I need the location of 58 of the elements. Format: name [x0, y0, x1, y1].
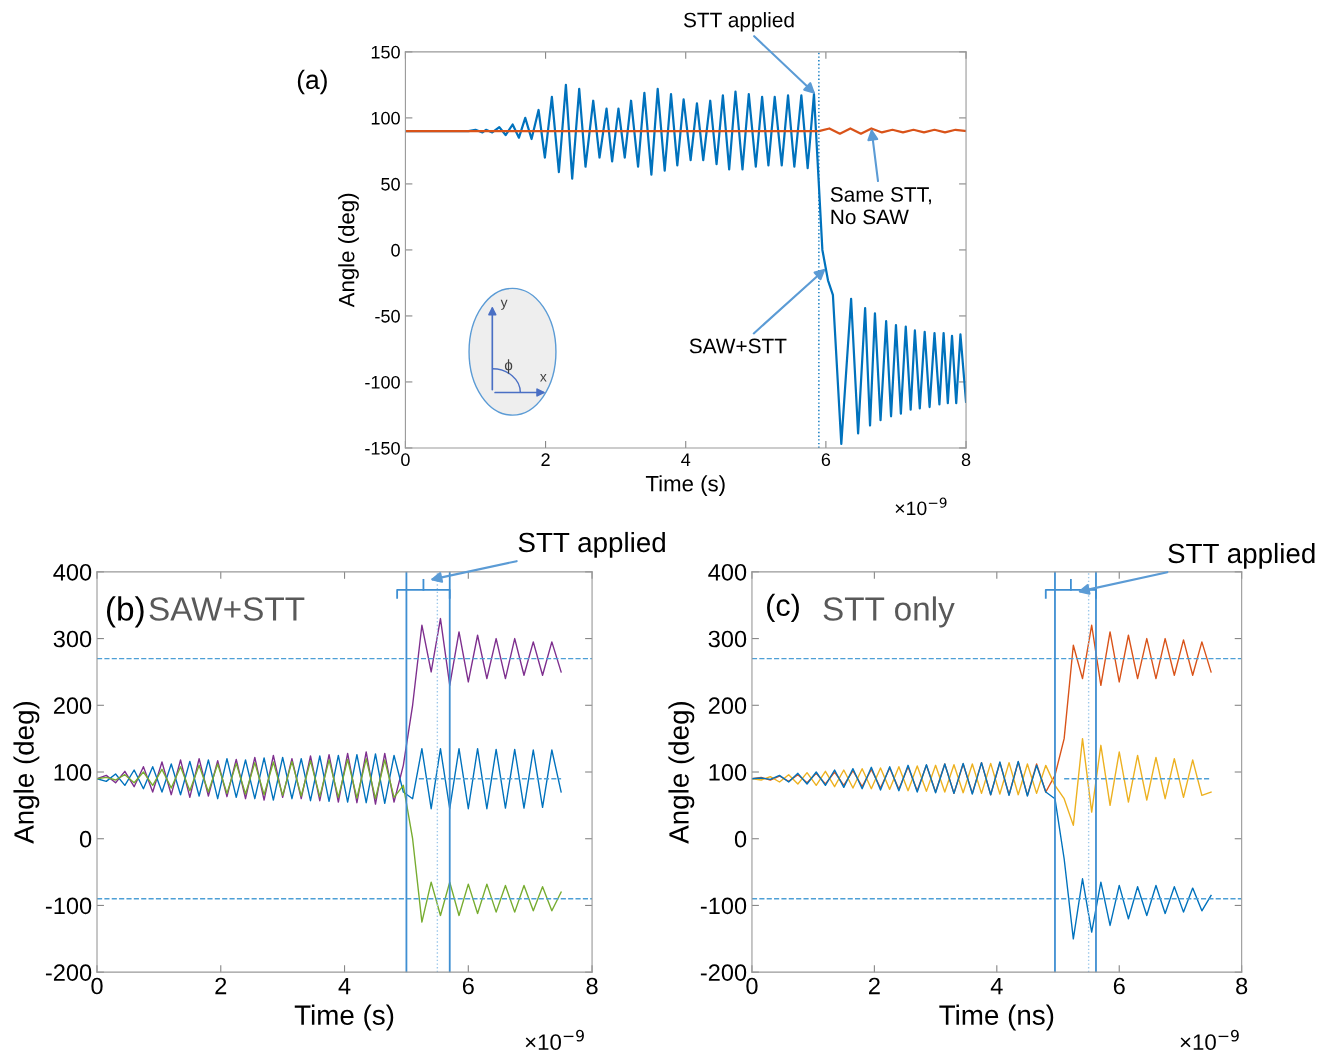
y-axis-title: Angle (deg)	[338, 193, 359, 308]
y-tick-label: -100	[365, 375, 400, 389]
annotation: x	[540, 374, 547, 382]
x-tick-label: 0	[401, 453, 410, 467]
y-tick-label: 0	[391, 243, 400, 257]
y-tick-label: 100	[709, 764, 747, 781]
annotation: SAW+STT	[149, 597, 305, 621]
text: ×10$^{−9}$	[1180, 1029, 1239, 1051]
x-tick-label: 8	[1236, 977, 1248, 995]
annotation: STT only	[823, 596, 955, 628]
x-tick-label: 4	[338, 977, 351, 995]
annotation: (c)	[767, 593, 799, 623]
annotation: SAW+STT	[689, 338, 787, 354]
y-tick-label: 300	[53, 630, 92, 648]
annotation: ϕ	[504, 359, 513, 374]
y-tick-label: -100	[45, 897, 92, 915]
y-tick-label: 100	[371, 111, 400, 125]
y-tick-label: 200	[708, 697, 747, 715]
x-tick-label: 6	[462, 977, 474, 995]
y-tick-label: 0	[79, 830, 92, 848]
x-axis-title: Time (ns)	[939, 1004, 1054, 1031]
text: STT applied	[1168, 542, 1315, 569]
y-tick-label: 100	[54, 764, 92, 781]
y-tick-label: 50	[381, 177, 400, 191]
x-axis-title: Time (s)	[294, 1004, 394, 1031]
y-tick-label: 400	[708, 563, 747, 581]
text: STT applied	[518, 531, 665, 558]
x-tick-label: 4	[990, 977, 1003, 995]
x-tick-label: 2	[215, 977, 227, 995]
text: (a)	[297, 69, 327, 95]
y-tick-label: 150	[371, 45, 400, 59]
y-axis-title: Angle (deg)	[668, 701, 695, 844]
x-tick-label: 8	[586, 977, 598, 995]
annotation: (b)	[106, 596, 144, 628]
x-axis-title: Time (s)	[645, 475, 725, 496]
y-tick-label: -150	[365, 441, 400, 455]
y-axis-title: Angle (deg)	[13, 701, 40, 844]
x-tick-label: 0	[91, 977, 103, 995]
y-tick-label: -200	[700, 964, 747, 981]
x-tick-label: 4	[681, 453, 691, 466]
annotation: STT applied	[683, 12, 794, 32]
x-tick-label: 6	[821, 453, 831, 467]
x-tick-label: 2	[869, 977, 880, 995]
y-tick-label: -200	[45, 964, 92, 981]
annotation: Same STT, No SAW	[830, 187, 931, 225]
x-tick-label: 8	[961, 453, 971, 467]
x-tick-label: 2	[541, 453, 550, 466]
y-tick-label: 300	[708, 630, 747, 648]
text: ×10$^{−9}$	[895, 497, 947, 516]
x-tick-label: 0	[746, 977, 758, 995]
y-tick-label: 400	[53, 563, 92, 581]
y-tick-label: -100	[700, 897, 747, 915]
x-tick-label: 6	[1113, 977, 1125, 995]
y-tick-label: -50	[375, 309, 400, 323]
annotation: y	[500, 299, 508, 310]
text: ×10$^{−9}$	[525, 1029, 584, 1051]
y-tick-label: 0	[734, 830, 747, 848]
y-tick-label: 200	[53, 697, 92, 715]
